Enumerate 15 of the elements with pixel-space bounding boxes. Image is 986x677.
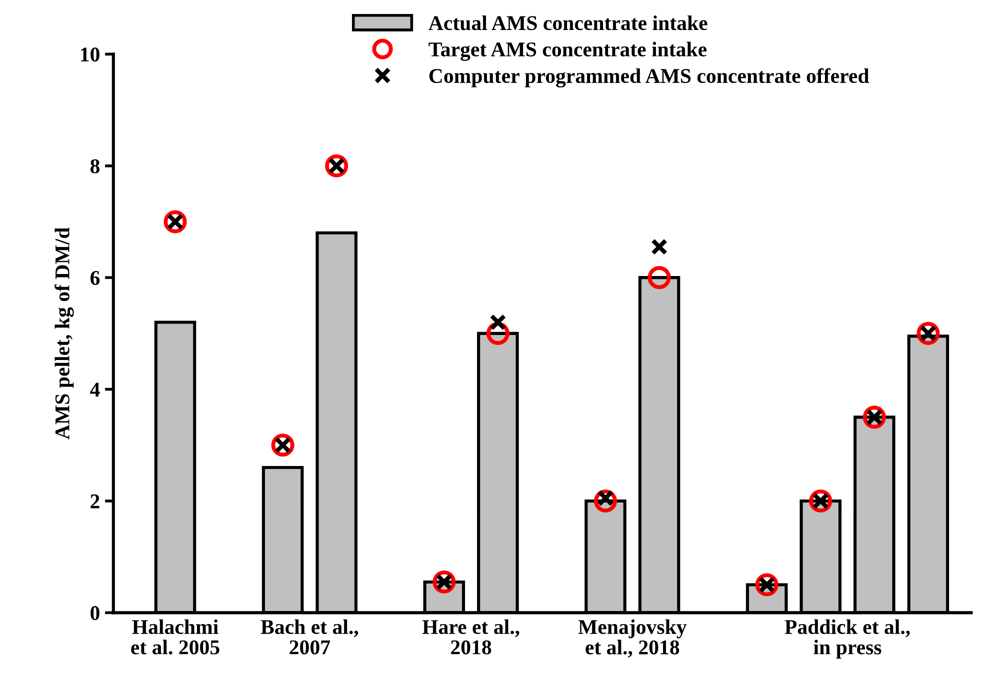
y-axis-title: AMS pellet, kg of DM/d [54, 227, 74, 440]
y-tick-label: 6 [90, 271, 100, 286]
x-tick-label: Halachmi et al. 2005 [131, 619, 220, 654]
y-tick-label: 8 [90, 159, 100, 174]
y-tick-label: 10 [81, 48, 100, 62]
legend-label: Computer programmed AMS concentrate offered [429, 68, 870, 88]
y-tick-label: 2 [90, 494, 100, 508]
legend-label: Target AMS concentrate intake [428, 42, 707, 61]
x-tick-label: Bach et al., 2007 [260, 619, 358, 654]
legend-label: Actual AMS concentrate intake [428, 15, 708, 30]
y-tick-label: 0 [90, 606, 100, 620]
x-tick-label: Menajovsky et al., 2018 [578, 619, 687, 658]
y-tick-label: 4 [90, 382, 100, 397]
x-tick-label: Paddick et al., in press [784, 619, 910, 659]
x-tick-label: Hare et al., 2018 [422, 619, 520, 654]
